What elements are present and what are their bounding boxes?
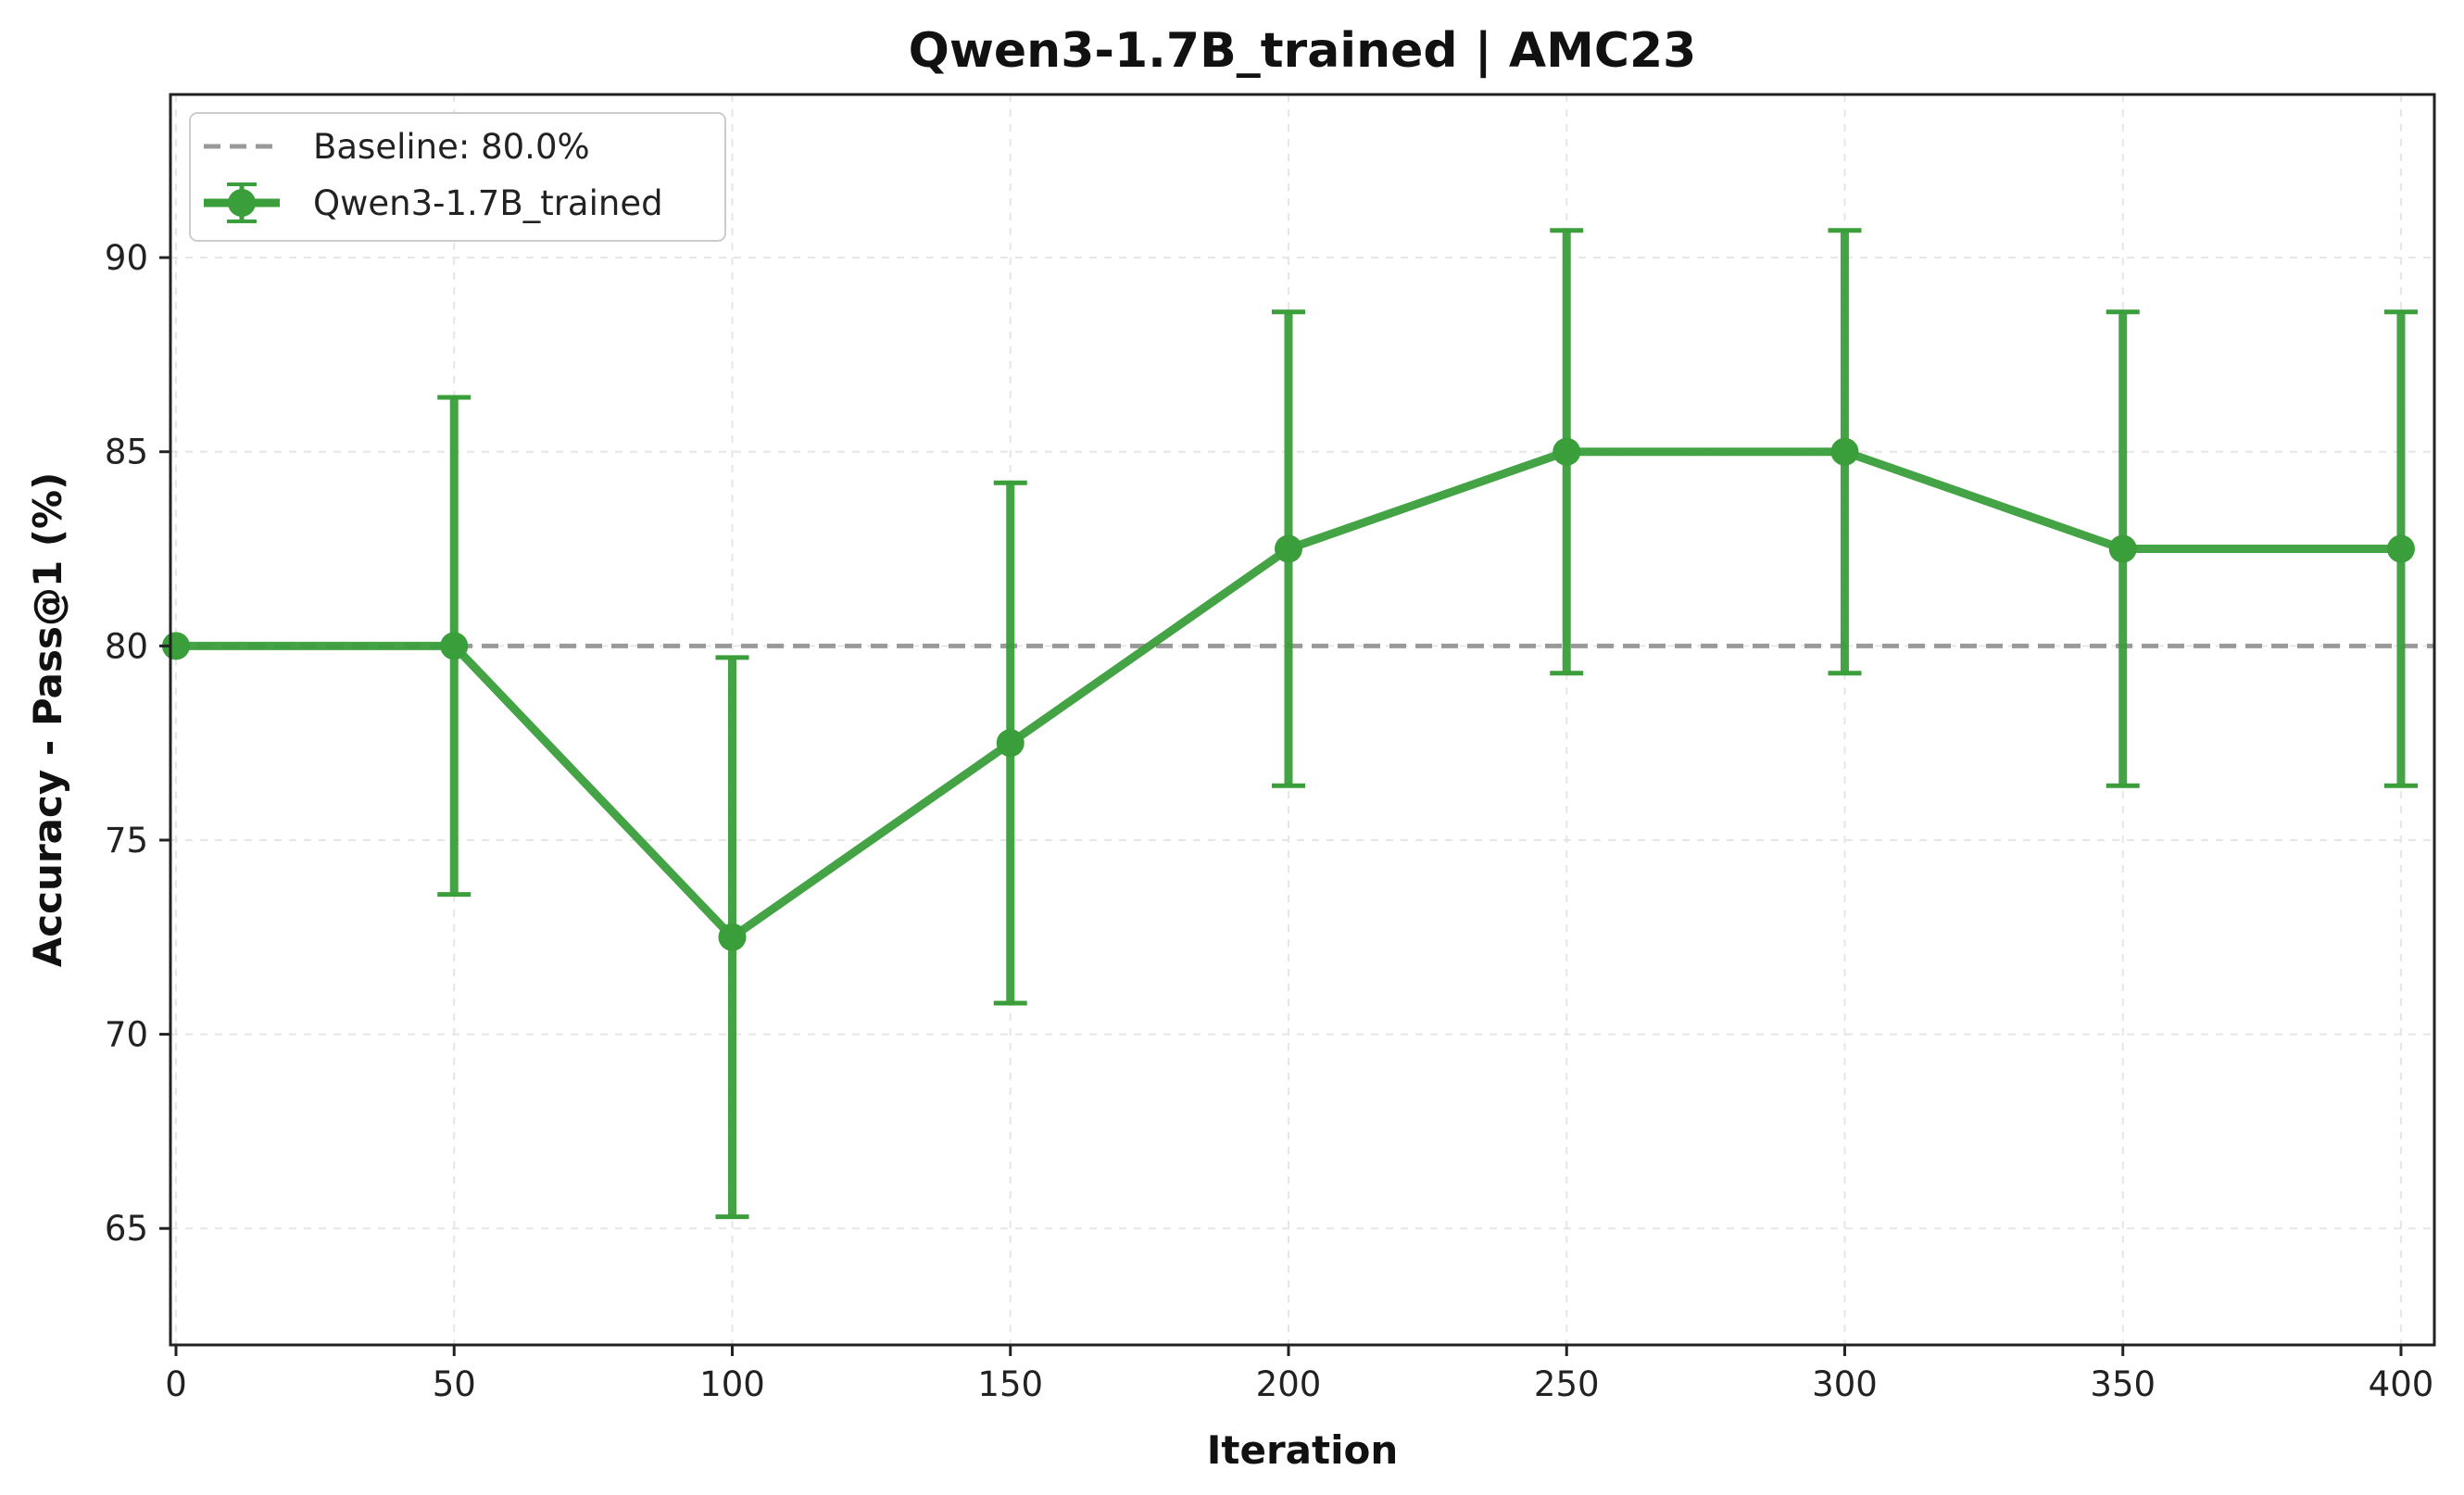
data-point [2386,534,2415,563]
plot-frame [169,93,2436,1347]
x-tick-label: 100 [699,1364,765,1404]
data-point [718,923,747,951]
y-tick-label: 85 [105,433,148,472]
legend-box [189,112,726,242]
legend-baseline-label: Baseline: 80.0% [313,127,590,167]
data-point [440,632,469,660]
grid [170,94,2434,1345]
x-tick-label: 150 [977,1364,1043,1404]
legend: Baseline: 80.0% Qwen3-1.7B_trained [189,112,726,242]
y-tick-label: 90 [105,238,148,278]
x-axis-ticks: 0 50 100 150 200 250 300 350 400 [165,1345,2433,1404]
chart-title: Qwen3-1.7B_trained | AMC23 [909,23,1697,79]
x-tick-label: 50 [433,1364,476,1404]
data-point [1553,437,1581,466]
y-tick-label: 80 [105,626,148,666]
data-point [996,729,1025,758]
data-point [2108,534,2137,563]
x-tick-label: 250 [1534,1364,1600,1404]
x-axis-title: Iteration [1207,1427,1398,1473]
data-point [1274,534,1302,563]
y-axis-ticks: 65 70 75 80 85 90 [105,238,170,1249]
legend-series-marker [228,189,256,217]
legend-series-label: Qwen3-1.7B_trained [313,183,663,223]
y-tick-label: 70 [105,1015,148,1055]
y-axis-title: Accuracy - Pass@1 (%) [25,472,70,968]
data-point [1830,437,1859,466]
x-tick-label: 0 [165,1364,187,1404]
y-tick-label: 75 [105,821,148,861]
x-tick-label: 200 [1256,1364,1322,1404]
y-tick-label: 65 [105,1209,148,1249]
series-layer [162,228,2418,1220]
legend-series-swatch [204,182,280,223]
x-tick-label: 350 [2090,1364,2156,1404]
x-tick-label: 300 [1812,1364,1878,1404]
x-tick-label: 400 [2369,1364,2434,1404]
